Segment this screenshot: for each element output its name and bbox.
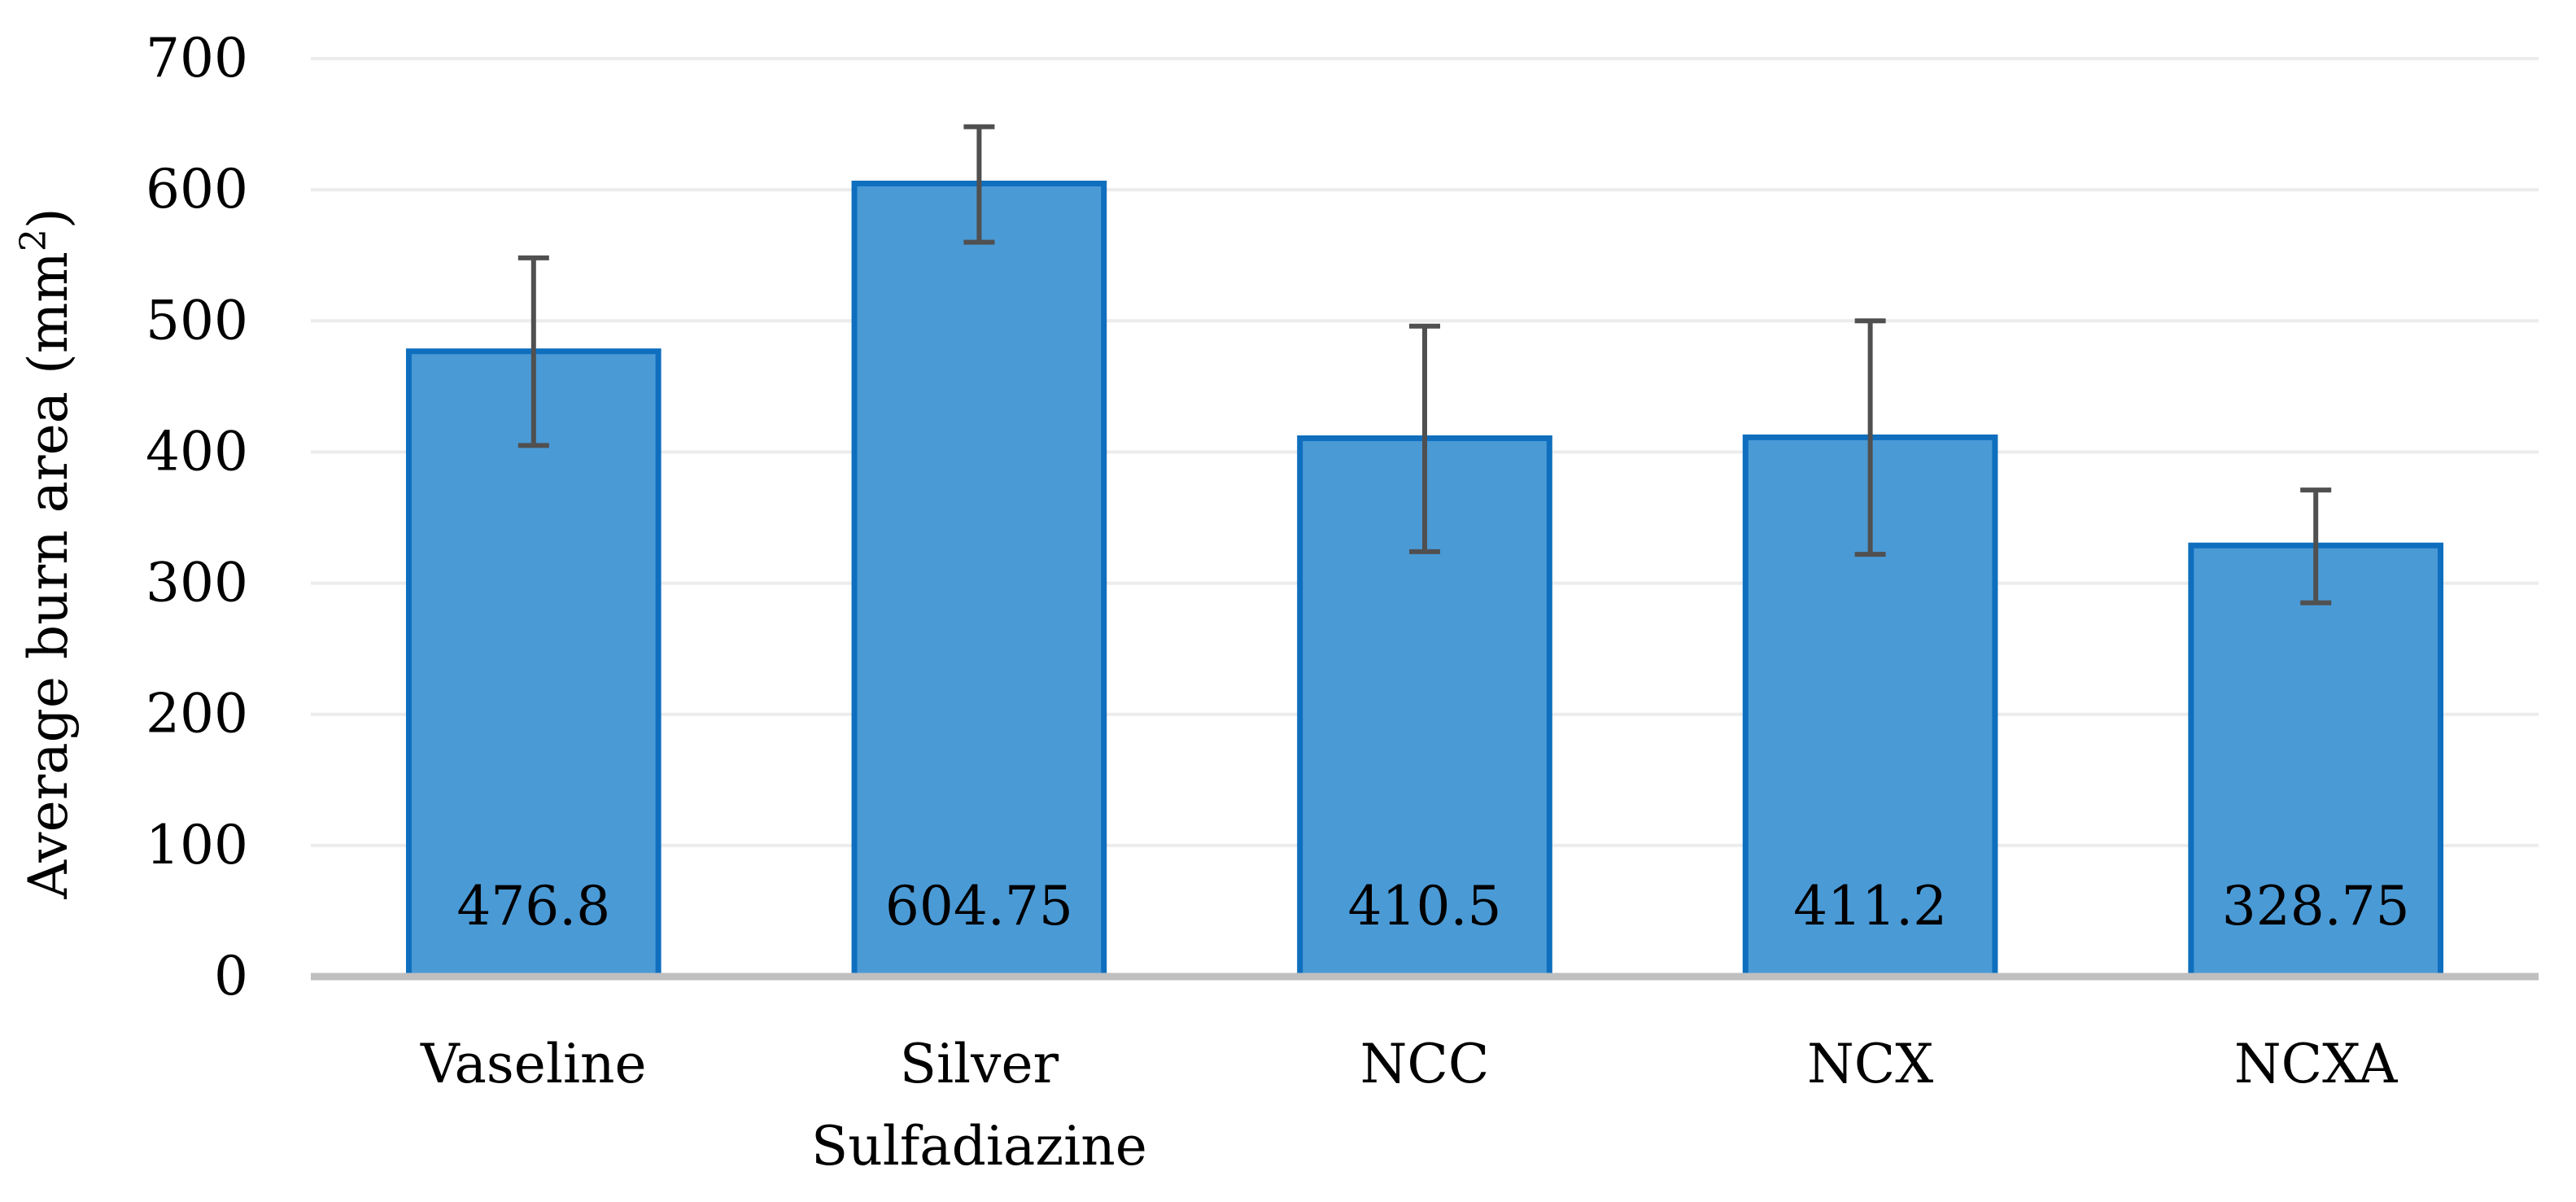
y-tick-label: 500 [146,289,248,352]
data-label: 476.8 [456,875,610,938]
data-label: 410.5 [1348,875,1502,938]
y-tick-label: 100 [146,814,248,876]
y-axis-tick-labels: 0 100 200 300 400 500 600 700 [146,27,248,1007]
error-bar [517,255,549,448]
y-tick-label: 0 [214,945,248,1007]
error-bars [517,124,2332,605]
x-tick-label: NCX [1807,1033,1933,1095]
x-tick-label: NCXA [2234,1033,2399,1095]
data-label: 411.2 [1793,875,1947,938]
x-tick-label: NCC [1360,1033,1490,1095]
data-label: 328.75 [2222,875,2410,938]
error-bar [1409,323,1440,554]
x-tick-label: Vaseline [420,1033,647,1095]
y-tick-label: 700 [146,27,248,90]
error-bar [963,124,995,245]
data-labels: 476.8 604.75 410.5 411.2 328.75 [456,875,2409,938]
y-axis-title: Average burn area (mm2) [13,208,80,899]
bar [2188,542,2444,980]
error-bar [1854,318,1886,557]
y-tick-label: 200 [146,683,248,745]
y-tick-label: 400 [146,420,248,483]
bar [851,180,1107,980]
error-bar [2300,487,2332,605]
data-label: 604.75 [885,875,1073,938]
x-axis-category-labels: Vaseline Silver Sulfadiazine NCC NCX NCXA [420,1033,2399,1178]
y-tick-label: 600 [146,158,248,221]
y-tick-label: 300 [146,552,248,614]
bars [405,180,2444,980]
x-tick-label: Silver Sulfadiazine [811,1033,1147,1178]
